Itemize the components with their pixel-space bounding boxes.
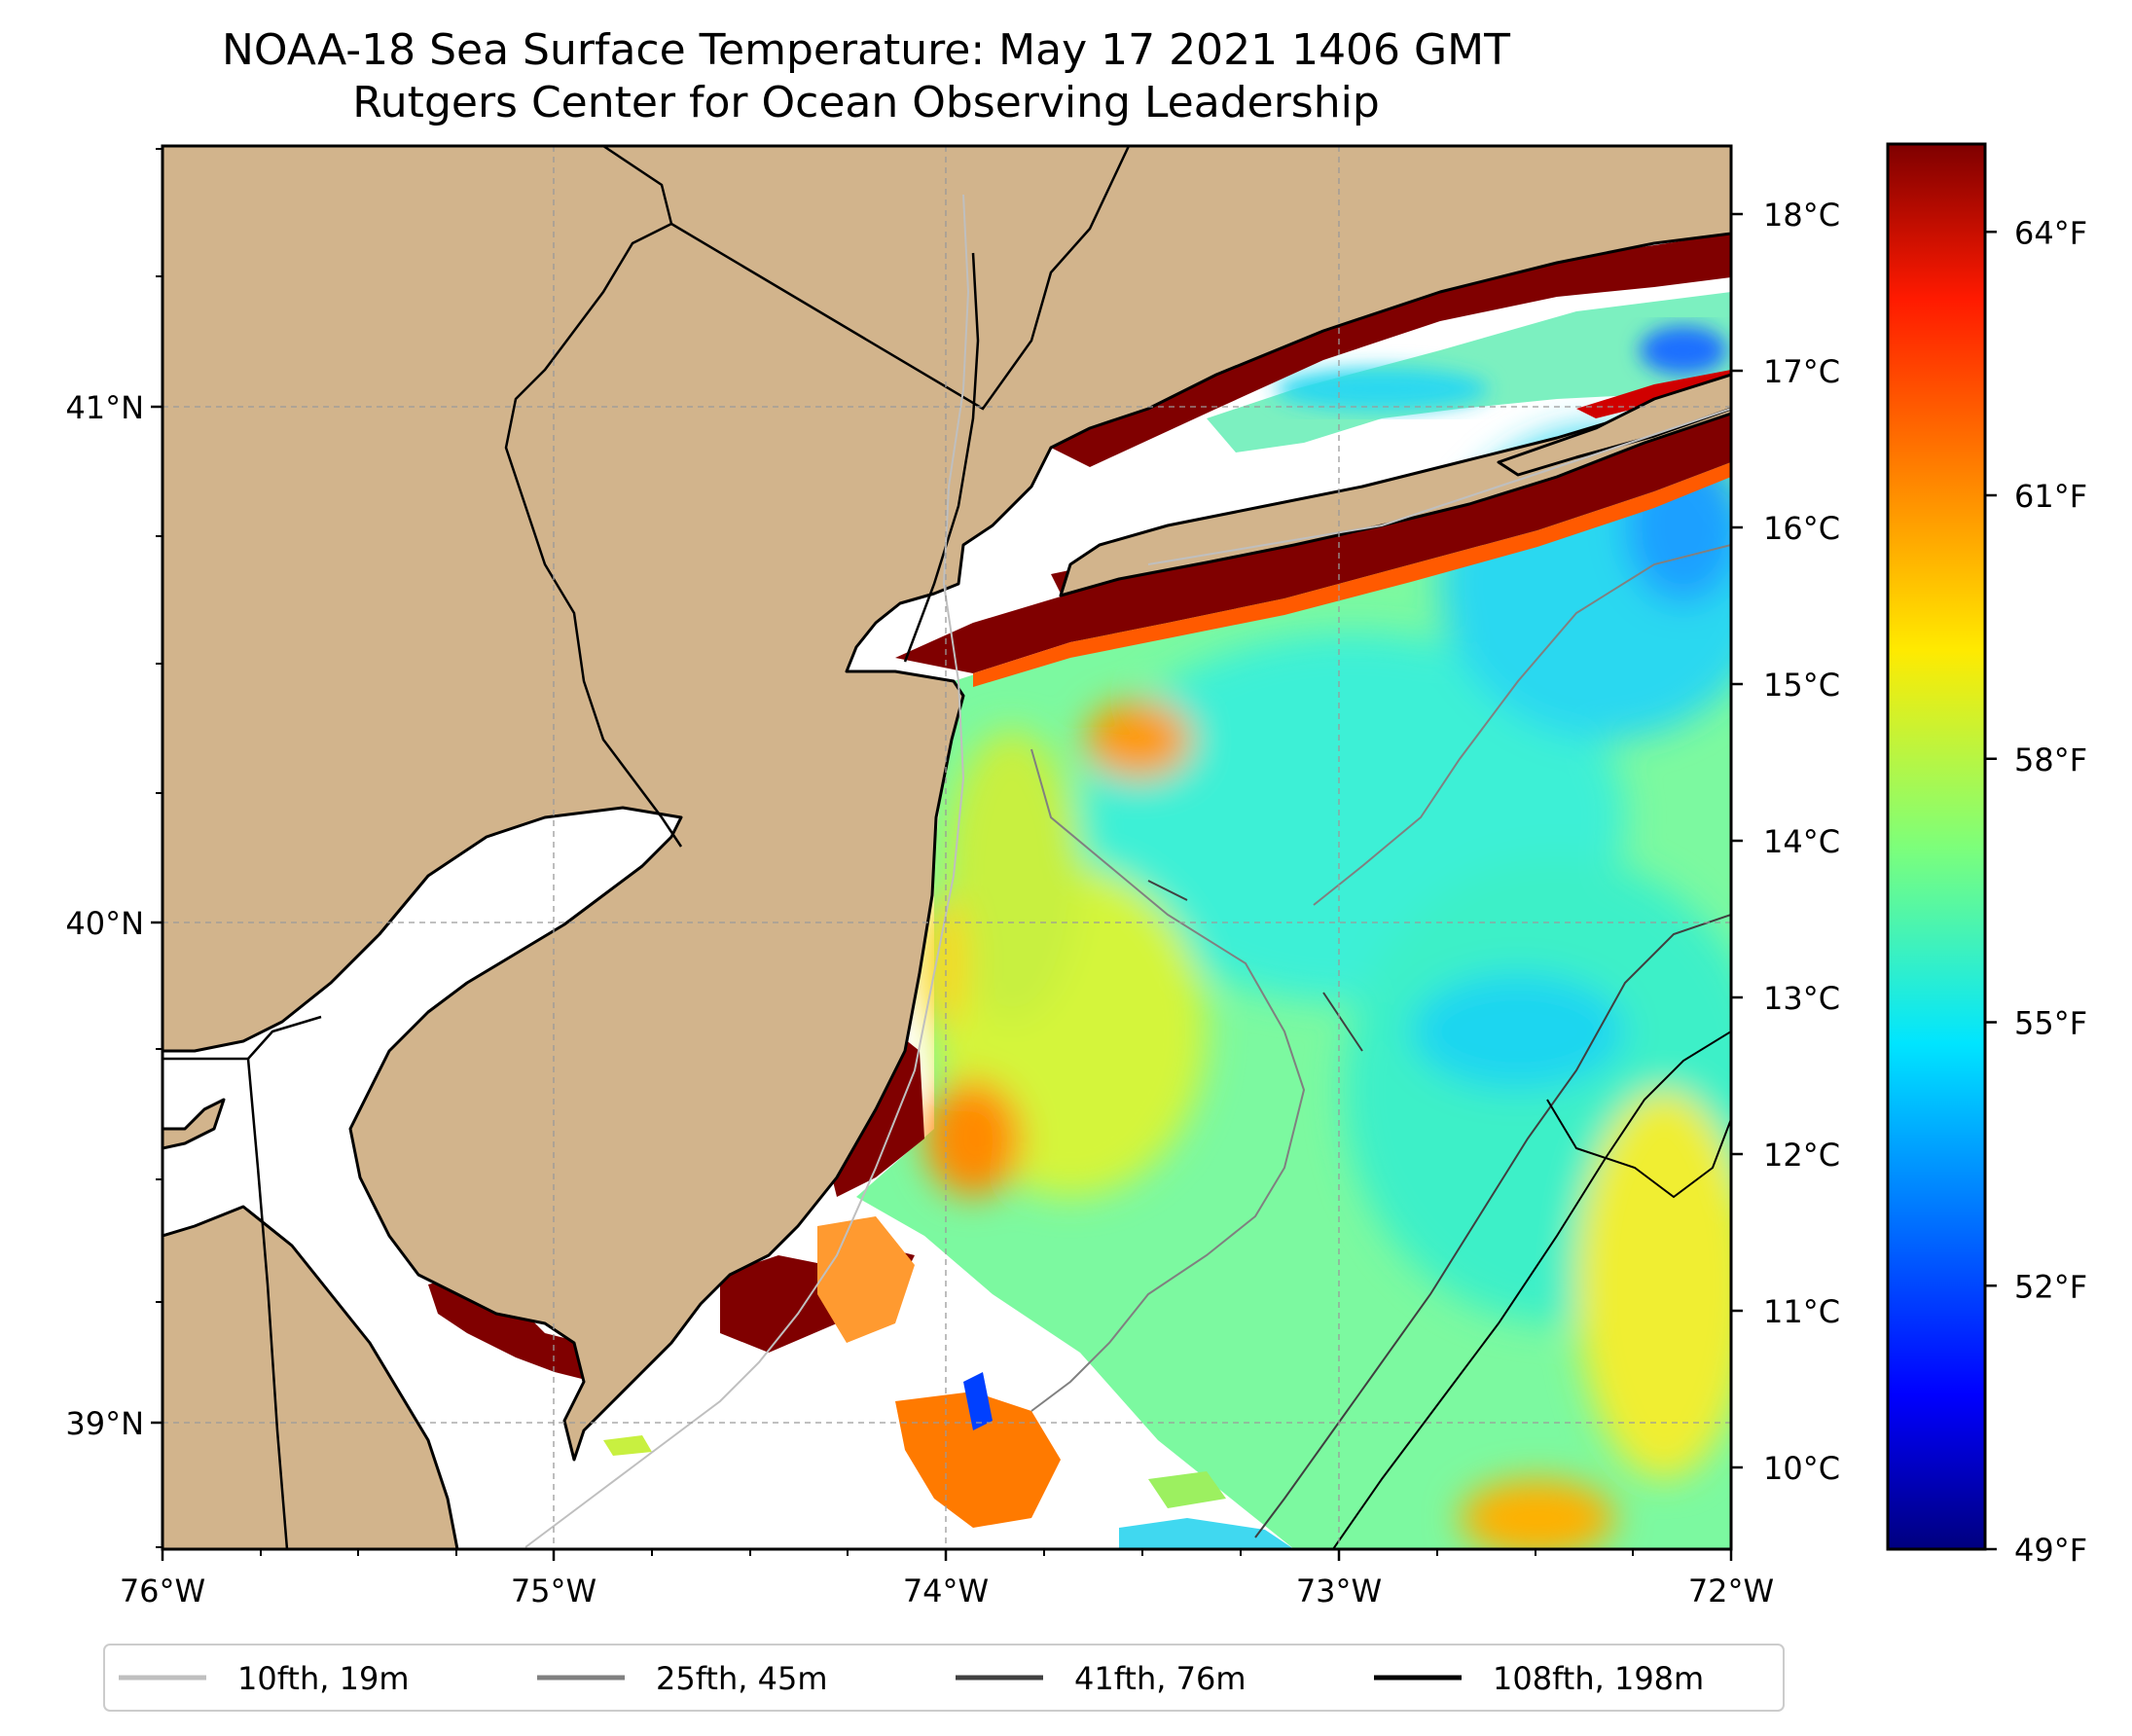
lat-tick-label: 41°N <box>65 389 144 426</box>
lat-tick-label: 40°N <box>65 905 144 942</box>
bathymetry-contours <box>524 194 1731 1549</box>
gridlines <box>163 146 1731 1549</box>
celsius-tick-label: 16°C <box>1763 510 1840 547</box>
colorbar-tick-label: 52°F <box>2014 1268 2087 1305</box>
colorbar-ticks: 64°F 61°F 58°F 55°F 52°F 49°F <box>1985 214 2087 1569</box>
celsius-ticks: 18°C 17°C 16°C 15°C 14°C 13°C 12°C 11°C 10°C <box>1731 197 1840 1487</box>
celsius-tick-label: 18°C <box>1763 197 1840 234</box>
lat-ticks: 41°N 40°N 39°N <box>65 148 163 1548</box>
celsius-tick-label: 10°C <box>1763 1450 1840 1487</box>
celsius-tick-label: 13°C <box>1763 980 1840 1017</box>
celsius-tick-label: 12°C <box>1763 1137 1840 1174</box>
legend-box <box>103 1644 1785 1712</box>
celsius-tick-label: 14°C <box>1763 823 1840 860</box>
legend-label: 41fth, 76m <box>1074 1660 1246 1697</box>
legend-label: 108fth, 198m <box>1493 1660 1704 1697</box>
lon-tick-label: 74°W <box>903 1573 989 1609</box>
lon-tick-label: 76°W <box>120 1573 205 1609</box>
colorbar-tick-label: 55°F <box>2014 1005 2087 1042</box>
lon-tick-label: 75°W <box>511 1573 596 1609</box>
colorbar-tick-label: 64°F <box>2014 214 2087 251</box>
lat-tick-label: 39°N <box>65 1405 144 1442</box>
celsius-tick-label: 11°C <box>1763 1293 1840 1330</box>
legend-label: 10fth, 19m <box>237 1660 409 1697</box>
land <box>163 146 1731 1549</box>
lon-tick-label: 72°W <box>1688 1573 1774 1609</box>
colorbar-tick-label: 49°F <box>2014 1532 2087 1569</box>
colorbar <box>1886 142 1987 1551</box>
celsius-tick-label: 15°C <box>1763 667 1840 704</box>
colorbar-tick-label: 58°F <box>2014 741 2087 778</box>
map-area <box>163 146 1731 1549</box>
lon-ticks: 76°W 75°W 74°W 73°W 72°W <box>120 1549 1774 1609</box>
legend-label: 25fth, 45m <box>656 1660 827 1697</box>
legend: 10fth, 19m 25fth, 45m 41fth, 76m 108fth, 19… <box>103 1644 1785 1712</box>
borders <box>163 146 1131 1549</box>
figure-subtitle: Rutgers Center for Ocean Observing Leade… <box>352 78 1380 127</box>
figure-title: NOAA-18 Sea Surface Temperature: May 17 … <box>222 25 1510 75</box>
colorbar-tick-label: 61°F <box>2014 478 2087 515</box>
celsius-tick-label: 17°C <box>1763 353 1840 390</box>
lon-tick-label: 73°W <box>1296 1573 1382 1609</box>
